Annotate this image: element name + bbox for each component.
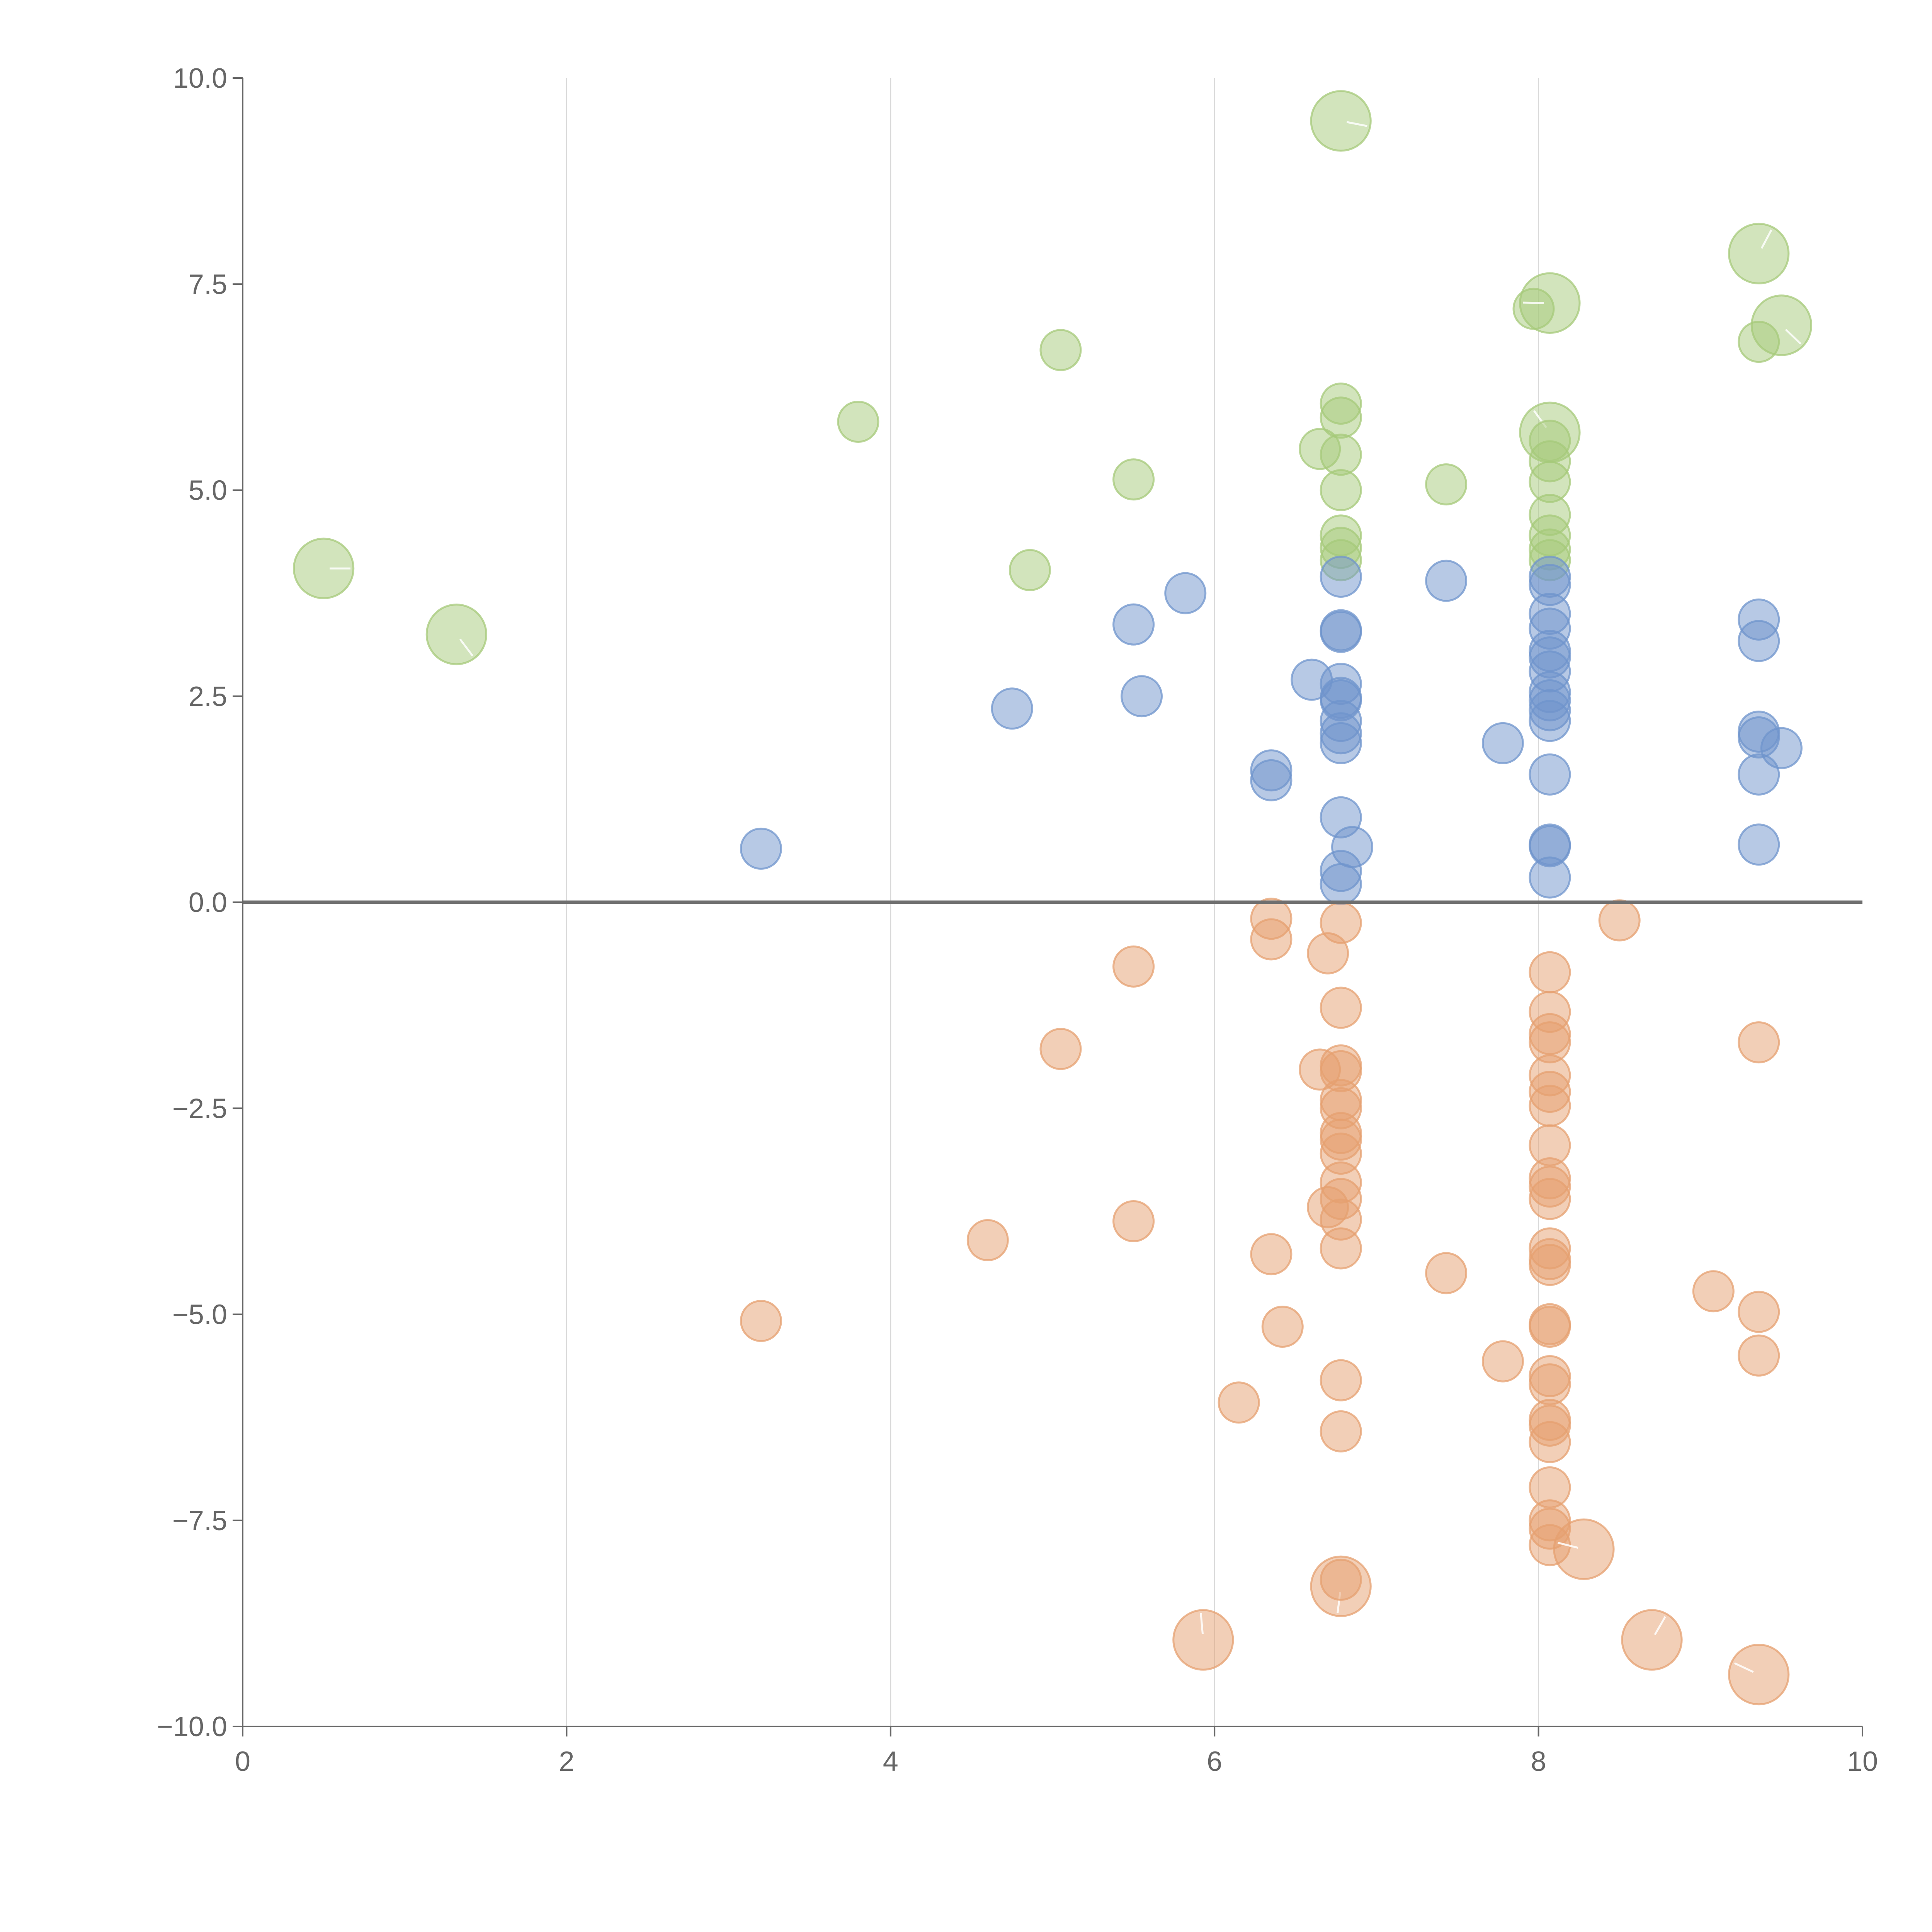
blue-bubble-1 bbox=[991, 687, 1033, 730]
orange-bubble-60 bbox=[1621, 1609, 1683, 1671]
blue-bubble-21 bbox=[1425, 560, 1468, 602]
blue-bubble-39 bbox=[1738, 620, 1780, 662]
orange-bubble-53 bbox=[1529, 1421, 1571, 1463]
orange-bubble-50 bbox=[1529, 1363, 1571, 1406]
orange-bubble-marker-58 bbox=[1558, 1542, 1578, 1549]
green-bubble-marker-26 bbox=[1760, 229, 1772, 249]
orange-bubble-62 bbox=[1738, 1021, 1780, 1064]
blue-bubble-33 bbox=[1529, 700, 1571, 742]
blue-bubble-22 bbox=[1481, 722, 1524, 764]
blue-bubble-0 bbox=[740, 827, 782, 870]
orange-bubble-marker-60 bbox=[1654, 1616, 1666, 1635]
orange-bubble-10 bbox=[1261, 1305, 1304, 1348]
y-tick-label-4: 0.0 bbox=[189, 887, 227, 918]
green-bubble-17 bbox=[1519, 272, 1581, 334]
orange-bubble-4 bbox=[1112, 1200, 1155, 1242]
y-tick-label-1: 7.5 bbox=[189, 269, 227, 300]
green-bubble-1 bbox=[425, 604, 487, 665]
orange-bubble-2 bbox=[1039, 1028, 1082, 1070]
green-bubble-26 bbox=[1728, 223, 1790, 284]
orange-bubble-30 bbox=[1320, 1558, 1362, 1601]
x-tick-label-0: 0 bbox=[235, 1746, 250, 1777]
orange-bubble-6 bbox=[1218, 1381, 1260, 1424]
orange-bubble-43 bbox=[1529, 1178, 1571, 1220]
blue-bubble-44 bbox=[1738, 823, 1780, 866]
orange-bubble-61 bbox=[1692, 1270, 1735, 1313]
green-bubble-11 bbox=[1320, 469, 1362, 511]
green-bubble-28 bbox=[1750, 294, 1813, 356]
green-bubble-marker-7 bbox=[1346, 121, 1367, 127]
x-tick-label-5: 10 bbox=[1847, 1746, 1878, 1777]
orange-bubble-31 bbox=[1425, 1252, 1468, 1294]
green-bubble-15 bbox=[1425, 463, 1468, 506]
y-tick-label-8: −10.0 bbox=[157, 1711, 227, 1742]
orange-bubble-59 bbox=[1598, 899, 1641, 942]
orange-bubble-63 bbox=[1738, 1291, 1780, 1333]
orange-bubble-9 bbox=[1250, 1233, 1293, 1276]
blue-bubble-34 bbox=[1529, 753, 1571, 796]
orange-bubble-27 bbox=[1320, 1359, 1362, 1401]
y-tick-label-3: 2.5 bbox=[189, 681, 227, 712]
y-tick-label-2: 5.0 bbox=[189, 475, 227, 506]
green-bubble-4 bbox=[1039, 329, 1082, 371]
green-bubble-3 bbox=[1009, 549, 1051, 591]
blue-bubble-2 bbox=[1112, 603, 1155, 646]
orange-bubble-64 bbox=[1738, 1334, 1780, 1377]
green-bubble-10 bbox=[1320, 434, 1362, 476]
green-bubble-9 bbox=[1320, 396, 1362, 439]
orange-bubble-marker-65 bbox=[1734, 1662, 1754, 1673]
x-tick-label-2: 4 bbox=[883, 1746, 898, 1777]
blue-bubble-16 bbox=[1320, 722, 1362, 764]
green-bubble-marker-28 bbox=[1785, 328, 1802, 345]
blue-bubble-37 bbox=[1529, 856, 1571, 899]
orange-bubble-48 bbox=[1529, 1305, 1571, 1348]
orange-bubble-46 bbox=[1529, 1244, 1571, 1286]
blue-bubble-8 bbox=[1320, 555, 1362, 598]
blue-bubble-10 bbox=[1320, 611, 1362, 653]
orange-bubble-28 bbox=[1320, 1410, 1362, 1452]
orange-bubble-33 bbox=[1529, 951, 1571, 993]
green-bubble-7 bbox=[1310, 90, 1372, 152]
orange-bubble-5 bbox=[1172, 1609, 1234, 1671]
x-tick-label-1: 2 bbox=[559, 1746, 574, 1777]
orange-bubble-8 bbox=[1250, 918, 1293, 961]
orange-bubble-3 bbox=[1112, 945, 1155, 988]
orange-bubble-14 bbox=[1320, 901, 1362, 944]
orange-bubble-15 bbox=[1320, 986, 1362, 1029]
y-tick-label-7: −7.5 bbox=[172, 1505, 227, 1536]
axes: 10.0 7.5 5.0 2.5 0.0 −2.5 −5.0 −7.5 −10.0 0 2 4 6 8 10 bbox=[157, 63, 1878, 1777]
orange-bubble-65 bbox=[1728, 1643, 1790, 1706]
orange-bubble-0 bbox=[740, 1300, 782, 1342]
blue-bubble-3 bbox=[1121, 675, 1163, 718]
orange-bubble-39 bbox=[1529, 1085, 1571, 1127]
y-tick-label-5: −2.5 bbox=[172, 1093, 227, 1124]
blue-bubble-43 bbox=[1738, 753, 1780, 796]
blue-bubble-20 bbox=[1320, 863, 1362, 905]
bubbles bbox=[293, 90, 1813, 1706]
orange-bubble-1 bbox=[966, 1219, 1009, 1262]
orange-bubble-32 bbox=[1481, 1340, 1524, 1383]
orange-bubble-marker-5 bbox=[1200, 1613, 1204, 1634]
blue-bubble-6 bbox=[1250, 759, 1293, 801]
green-bubble-5 bbox=[1112, 458, 1155, 501]
y-tick-label-6: −5.0 bbox=[172, 1299, 227, 1330]
x-tick-label-3: 6 bbox=[1207, 1746, 1222, 1777]
orange-bubble-58 bbox=[1553, 1518, 1615, 1580]
orange-bubble-26 bbox=[1320, 1227, 1362, 1270]
y-tick-label-0: 10.0 bbox=[173, 63, 227, 94]
blue-bubble-4 bbox=[1164, 572, 1207, 614]
green-bubble-2 bbox=[837, 400, 879, 443]
green-bubble-0 bbox=[293, 537, 355, 599]
x-tick-label-4: 8 bbox=[1531, 1746, 1546, 1777]
green-bubble-marker-1 bbox=[459, 638, 474, 656]
